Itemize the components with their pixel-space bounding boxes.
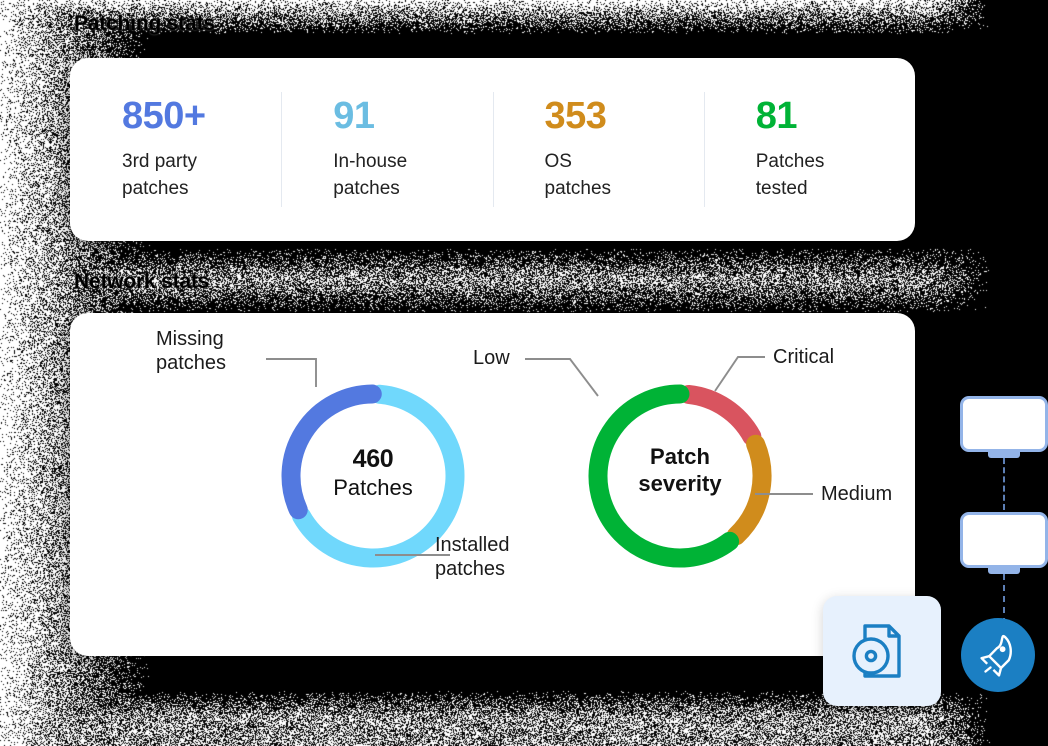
stat-value-os-patches: 353 [545, 97, 704, 135]
stat-value-third-party-patches: 850+ [122, 97, 281, 135]
donut-segment-missing-patches[interactable] [291, 394, 372, 510]
stat-value-patches-tested: 81 [756, 97, 915, 135]
stat-in-house-patches: 91 In-house patches [281, 58, 492, 241]
stat-label-line: tested [756, 178, 808, 199]
label-medium: Medium [821, 482, 892, 506]
stat-label-line: Patches [756, 151, 825, 172]
network-stats-card: 460 Patches Missing patches Installed pa… [70, 313, 915, 656]
label-critical: Critical [773, 345, 834, 369]
patching-stats-row: 850+ 3rd party patches 91 In-house patches 353… [70, 58, 915, 241]
patching-stats-card: 850+ 3rd party patches 91 In-house patches 353… [70, 58, 915, 241]
patches-donut-chart[interactable]: 460 Patches Missing patches Installed pa… [188, 333, 548, 633]
stat-label-line: OS [545, 151, 572, 172]
label-missing-patches: Missing patches [156, 327, 226, 376]
leader-line-critical [715, 357, 765, 391]
connector-dashed-line-bottom [1003, 574, 1005, 624]
donut-segment-medium[interactable] [736, 444, 762, 536]
donut-charts-container: 460 Patches Missing patches Installed pa… [70, 313, 915, 656]
stat-label-line: patches [545, 178, 612, 199]
rocket-icon [975, 632, 1021, 678]
stat-label-in-house-patches: In-house patches [333, 149, 453, 203]
leader-line-low [525, 359, 598, 396]
document-disc-icon [851, 620, 913, 682]
screen-monitor-top[interactable] [960, 396, 1048, 452]
donut-segment-low[interactable] [598, 394, 730, 558]
stat-label-line: In-house [333, 151, 407, 172]
stat-label-line: patches [333, 178, 400, 199]
network-stats-heading: Network stats [74, 270, 209, 294]
stat-label-os-patches: OS patches [545, 149, 665, 203]
patching-stats-heading: Patching stats [74, 12, 215, 36]
stat-label-line: 3rd party [122, 151, 197, 172]
stat-label-third-party-patches: 3rd party patches [122, 149, 242, 203]
document-disc-widget[interactable] [823, 596, 941, 706]
leader-line-missing-patches [266, 359, 316, 387]
rocket-action-button[interactable] [961, 618, 1035, 692]
donut-segment-critical[interactable] [689, 394, 752, 436]
stat-third-party-patches: 850+ 3rd party patches [70, 58, 281, 241]
patch-severity-donut-chart[interactable]: Patch severity Critical Medium Low [510, 333, 910, 633]
stat-os-patches: 353 OS patches [493, 58, 704, 241]
right-side-widget-column [955, 396, 1048, 696]
label-low: Low [473, 346, 510, 370]
stat-value-in-house-patches: 91 [333, 97, 492, 135]
stat-label-line: patches [122, 178, 189, 199]
label-installed-patches: Installed patches [435, 533, 510, 582]
screen-monitor-bottom[interactable] [960, 512, 1048, 568]
patches-donut-svg [188, 333, 548, 633]
stat-label-patches-tested: Patches tested [756, 149, 876, 203]
dashboard-stage: Patching stats 850+ 3rd party patches 91 In-… [0, 0, 1048, 746]
connector-dashed-line-top [1003, 458, 1005, 510]
stat-patches-tested: 81 Patches tested [704, 58, 915, 241]
